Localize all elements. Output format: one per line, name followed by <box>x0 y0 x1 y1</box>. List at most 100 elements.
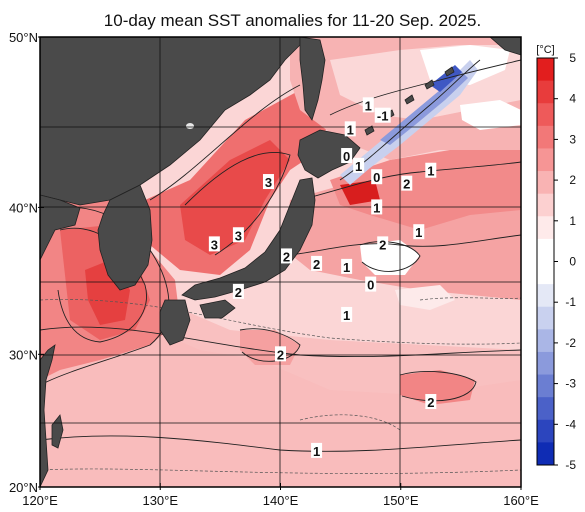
neutral-pocket <box>360 240 420 275</box>
land-asia <box>40 37 301 206</box>
contour-label-bg <box>425 394 437 410</box>
contour-label-bg <box>413 224 425 240</box>
contour-label: 0 <box>343 149 350 164</box>
contour-label-bg <box>401 175 413 191</box>
colorbar-tick-label: -1 <box>565 295 576 309</box>
contour-label: 1 <box>365 98 372 113</box>
contour-label: 2 <box>403 177 410 192</box>
colorbar-tick-label: -5 <box>565 458 576 472</box>
contour-label-bg <box>371 199 383 215</box>
colorbar-tick-label: 3 <box>569 132 576 146</box>
contour-label-bg <box>371 169 383 185</box>
colorbar-swatch <box>537 80 554 104</box>
contour-label: 1 <box>427 164 434 179</box>
lon-label: 130°E <box>142 493 178 508</box>
colorbar-unit: [°C] <box>536 44 554 56</box>
contour-label-bg <box>377 236 389 252</box>
contour-label: 2 <box>313 257 320 272</box>
colorbar-swatch <box>537 193 554 217</box>
contour-label: 2 <box>277 347 284 362</box>
contour-label-bg <box>311 255 323 271</box>
land-china-south <box>40 344 56 487</box>
neutral-pocket-3 <box>460 100 521 130</box>
contour-label: 1 <box>415 225 422 240</box>
contour-label-bg <box>281 248 293 264</box>
contour-label: 1 <box>355 159 362 174</box>
contour-label: 1 <box>343 260 350 275</box>
colorbar-swatch <box>537 103 554 127</box>
contour-label: -1 <box>377 109 389 124</box>
colorbar-tick-label: 2 <box>569 173 576 187</box>
colorbar-swatch <box>537 351 554 376</box>
contour-label: 1 <box>313 444 320 459</box>
contour-label-bg <box>365 276 377 292</box>
lon-label: 160°E <box>503 493 539 508</box>
colorbar-tick-label: -4 <box>565 417 576 431</box>
colorbar-swatch <box>537 58 554 82</box>
colorbar-tick-label: 0 <box>569 255 576 269</box>
land-sakhalin <box>299 37 326 121</box>
land-kamchatka <box>489 37 521 56</box>
lat-label: 40°N <box>9 200 38 215</box>
contour-label: 2 <box>235 285 242 300</box>
colorbar-swatch <box>537 397 554 421</box>
contour-label-bg <box>341 306 353 322</box>
colorbar-swatch <box>537 261 554 285</box>
warm-patch-se <box>400 370 475 405</box>
colorbar-swatch <box>537 442 554 466</box>
land-hokkaido <box>297 129 361 179</box>
contour-label: 1 <box>343 308 350 323</box>
contour-label-bg <box>208 236 220 252</box>
neutral-pocket-2 <box>395 285 455 310</box>
colorbar-swatch <box>537 374 554 398</box>
colorbar-swatch <box>537 306 554 330</box>
dashed-contours <box>40 297 521 474</box>
colorbar-tick-label: 1 <box>569 214 576 228</box>
colorbar-swatch <box>537 125 554 149</box>
cold-kurils-core <box>380 70 468 145</box>
contour-label-bg <box>341 258 353 274</box>
colorbar-tick-label: 4 <box>569 92 576 106</box>
colorbar-swatch <box>537 419 554 443</box>
warm-soj-core <box>180 140 290 255</box>
contour-label: 2 <box>427 395 434 410</box>
contour-label-bg <box>344 121 356 137</box>
lon-label: 120°E <box>22 493 58 508</box>
land-honshu <box>181 177 316 301</box>
lon-label: 140°E <box>263 493 299 508</box>
contour-label: 3 <box>235 228 242 243</box>
contour-label-bg <box>262 174 274 190</box>
contour-label-bg <box>232 227 244 243</box>
contour-label: 0 <box>373 170 380 185</box>
contour-label-bg <box>275 346 286 362</box>
contour-label: 2 <box>379 237 386 252</box>
lat-label: 30°N <box>9 347 38 362</box>
contour-label: 2 <box>283 249 290 264</box>
lat-label: 50°N <box>9 30 38 45</box>
map-title: 10-day mean SST anomalies for 11-20 Sep.… <box>103 11 482 30</box>
contour-label: 0 <box>367 278 374 293</box>
contour-label: 1 <box>347 122 354 137</box>
lon-label: 150°E <box>383 493 419 508</box>
contour-label-bg <box>362 97 374 113</box>
lat-label: 20°N <box>9 480 38 495</box>
contour-label-bg <box>353 157 365 173</box>
colorbar-tick-label: -3 <box>565 377 576 391</box>
contour-label-bg <box>425 162 437 178</box>
colorbar-swatch <box>537 171 554 195</box>
contour-label-bg <box>311 442 323 458</box>
colorbar: [°C] 5 4 3 2 1 0 -1 -2 -3 -4 -5 <box>536 44 576 472</box>
contour-label: 1 <box>373 200 380 215</box>
contour-label-bg <box>232 283 244 299</box>
contour-label: 3 <box>211 237 218 252</box>
colorbar-swatch <box>537 329 554 353</box>
contour-label-bg <box>374 107 391 123</box>
land-shikoku <box>199 299 236 319</box>
colorbar-swatch <box>537 284 554 308</box>
colorbar-swatch <box>537 216 554 240</box>
colorbar-swatch <box>537 238 554 262</box>
colorbar-tick-label: 5 <box>569 51 576 65</box>
